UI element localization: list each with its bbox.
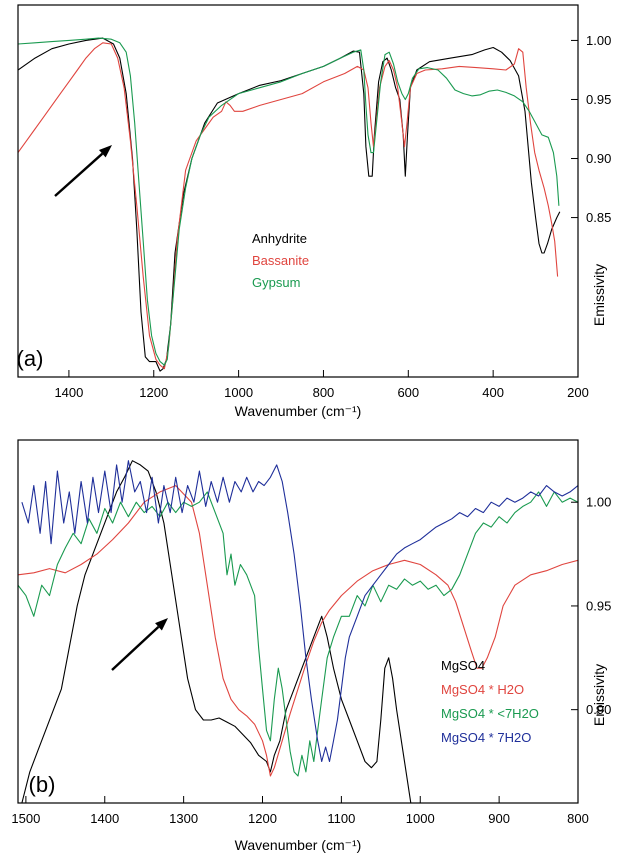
chart-a-panel-label: (a) (17, 346, 44, 371)
chart-b-y-tick-label: 0.95 (586, 598, 611, 613)
chart-a-legend: Anhydrite Bassanite Gypsum (252, 231, 309, 290)
chart-a-legend-entry-3: Gypsum (252, 275, 300, 290)
chart-b-x-tick-label: 1400 (90, 811, 119, 826)
chart-b-series-line-1 (21, 460, 412, 803)
chart-a-x-tick-label: 1000 (224, 385, 253, 400)
chart-a-y-tick-label: 0.85 (586, 210, 611, 225)
chart-b-legend-entry-2: MgSO4 * H2O (441, 682, 524, 697)
chart-a-legend-entry-1: Anhydrite (252, 231, 307, 246)
chart-b-legend-entry-3: MgSO4 * <7H2O (441, 706, 539, 721)
chart-a: 1400 1200 1000 800 600 400 200 0.85 0.90 0.95 1.00… (17, 4, 611, 419)
chart-a-y-axis-label: Emissivity (591, 264, 607, 326)
chart-b-series-line-2 (18, 485, 578, 777)
chart-b-legend-entry-1: MgSO4 (441, 658, 485, 673)
chart-a-series-line-3 (18, 37, 560, 366)
chart-b-x-tick-label: 1000 (406, 811, 435, 826)
chart-b-x-tick-label: 1200 (248, 811, 277, 826)
chart-a-series-line-1 (18, 37, 561, 372)
chart-b-x-tick-label: 1500 (11, 811, 40, 826)
chart-b-y-axis-label: Emissivity (591, 664, 607, 726)
chart-a-x-axis-label: Wavenumber (cm⁻¹) (235, 403, 362, 419)
chart-b: 1500 1400 1300 1200 1100 1000 900 800 0.90 0.95 1.… (11, 439, 611, 853)
chart-a-x-tick-label: 800 (313, 385, 335, 400)
chart-b-x-axis-label: Wavenumber (cm⁻¹) (235, 837, 362, 853)
chart-a-frame (17, 4, 579, 378)
chart-a-series-line-2 (18, 42, 559, 370)
chart-b-x-tick-label: 800 (567, 811, 589, 826)
chart-a-y-tick-label: 1.00 (586, 33, 611, 48)
chart-b-frame (17, 439, 579, 804)
chart-b-legend: MgSO4 MgSO4 * H2O MgSO4 * <7H2O MgSO4 * 7H2… (441, 658, 539, 745)
chart-b-panel-label: (b) (29, 772, 56, 797)
chart-b-series-line-4 (21, 460, 578, 763)
chart-b-y-tick-label: 1.00 (586, 495, 611, 510)
chart-b-x-tick-label: 1300 (169, 811, 198, 826)
chart-b-x-tick-label: 1100 (327, 811, 355, 826)
chart-b-series-line-3 (18, 491, 578, 777)
chart-a-x-tick-label: 1400 (54, 385, 83, 400)
chart-b-x-tick-label: 900 (488, 811, 510, 826)
chart-a-legend-entry-2: Bassanite (252, 253, 309, 268)
chart-a-series-group (18, 37, 561, 372)
chart-a-x-tick-label: 400 (482, 385, 504, 400)
chart-a-arrow-annotation (54, 145, 112, 197)
chart-a-y-tick-label: 0.90 (586, 151, 611, 166)
chart-a-x-tick-label: 200 (567, 385, 589, 400)
chart-a-y-tick-label: 0.95 (586, 92, 611, 107)
chart-b-series-group (18, 460, 578, 803)
chart-b-y-tick-label: 0.90 (586, 702, 611, 717)
chart-b-legend-entry-4: MgSO4 * 7H2O (441, 730, 531, 745)
chart-a-x-tick-label: 1200 (139, 385, 168, 400)
chart-a-x-tick-label: 600 (397, 385, 419, 400)
chart-b-arrow-annotation (111, 618, 168, 671)
